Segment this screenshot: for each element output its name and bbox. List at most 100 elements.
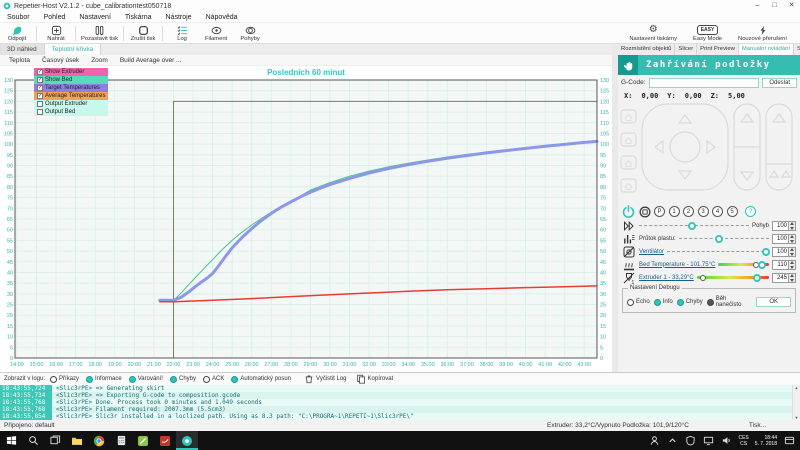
toggle-circle-icon[interactable] xyxy=(86,375,94,383)
spinner[interactable] xyxy=(788,234,795,243)
panel-splitter[interactable] xyxy=(612,44,618,372)
legend-checkbox[interactable]: ✓ xyxy=(37,93,43,99)
slider-knob[interactable] xyxy=(758,260,767,269)
toolbar-button-easy-mode[interactable]: EASY Easy Mode xyxy=(690,23,725,43)
toolbar-button-odpojit[interactable]: Odpojit xyxy=(0,23,34,43)
tray-notification-icon[interactable] xyxy=(783,435,795,447)
legend-checkbox[interactable]: ✓ xyxy=(37,85,43,91)
slider-label[interactable]: Extruder 1 - 33,29°C xyxy=(639,274,694,281)
toolbar-button-pohyby[interactable]: Pohyby xyxy=(233,23,267,43)
tab-3d-n-hled[interactable]: 3D náhled xyxy=(0,44,45,55)
maximize-button[interactable]: □ xyxy=(772,2,777,9)
debug-toggle-info[interactable]: Info xyxy=(653,298,673,306)
spinner[interactable] xyxy=(788,247,795,256)
preset-button-p[interactable]: P xyxy=(654,206,665,217)
toggle-circle-icon[interactable] xyxy=(203,375,210,383)
slider-label[interactable]: Bed Temperature - 101,75°C xyxy=(639,261,716,268)
legend-checkbox[interactable]: ✓ xyxy=(37,77,43,83)
legend-checkbox[interactable] xyxy=(37,101,43,107)
taskbar-notepad-icon[interactable] xyxy=(132,431,154,450)
spinner[interactable] xyxy=(788,260,795,269)
power-button[interactable] xyxy=(622,205,635,218)
taskbar-calculator-icon[interactable] xyxy=(110,431,132,450)
minimize-button[interactable]: – xyxy=(755,2,760,9)
preset-button-3[interactable]: 3 xyxy=(697,206,709,217)
spinner-up-icon[interactable] xyxy=(789,273,795,278)
tab-manu-ln-ovl-d-n[interactable]: Manuální ovládání xyxy=(738,44,794,55)
menu-n-stroje[interactable]: Nástroje xyxy=(165,13,192,21)
gcode-input[interactable] xyxy=(648,77,760,88)
slider-value-box[interactable]: 245 xyxy=(772,272,796,283)
log-scrollbar[interactable]: ▲ ▼ xyxy=(792,385,800,420)
chart-menu-teplota[interactable]: Teplota xyxy=(9,57,30,64)
toggle-circle-icon[interactable] xyxy=(128,375,136,383)
toggle-circle-icon[interactable] xyxy=(676,298,684,306)
menu-tisk-rna[interactable]: Tiskárna xyxy=(124,13,152,21)
toggle-circle-icon[interactable] xyxy=(706,298,714,306)
motors-off-button[interactable] xyxy=(639,206,651,218)
log-button-vy-istit-log[interactable]: Vyčistit Log xyxy=(304,374,347,384)
spinner-down-icon[interactable] xyxy=(789,238,795,243)
spinner-down-icon[interactable] xyxy=(789,277,795,282)
menu-pohled[interactable]: Pohled xyxy=(43,13,66,21)
toolbar-button-zru-it-tisk[interactable]: Zrušit tisk xyxy=(126,23,160,43)
tray-shield-icon[interactable] xyxy=(684,435,696,447)
taskbar-start-icon[interactable] xyxy=(0,431,22,450)
help-button[interactable]: ? xyxy=(745,206,756,217)
legend-output-bed[interactable]: Output Bed xyxy=(34,108,109,116)
close-button[interactable]: ✕ xyxy=(788,2,795,9)
tray-person-icon[interactable] xyxy=(648,435,660,447)
slider-track[interactable] xyxy=(667,248,770,256)
menu-soubor[interactable]: Soubor xyxy=(7,13,30,21)
taskbar-search-icon[interactable] xyxy=(22,431,44,450)
log-filter-p-kazy[interactable]: Příkazy xyxy=(50,375,79,383)
menu-nastaven[interactable]: Nastavení xyxy=(79,13,111,21)
debug-toggle-b-h-nane-isto[interactable]: Běh nanečisto xyxy=(706,296,753,308)
log-filter-automatick-posun[interactable]: Automatický posun xyxy=(231,375,291,383)
tray-caret-up-icon[interactable] xyxy=(666,435,678,447)
spinner-up-icon[interactable] xyxy=(789,221,795,226)
log-filter-informace[interactable]: Informace xyxy=(86,375,122,383)
tab-slicer[interactable]: Slicer xyxy=(675,44,698,55)
slider-value-box[interactable]: 100 xyxy=(772,233,796,244)
toolbar-button-nastaven-tisk-rny[interactable]: ⚙ Nastavení tiskárny xyxy=(626,23,680,43)
preset-button-5[interactable]: 5 xyxy=(726,206,738,217)
spinner-up-icon[interactable] xyxy=(789,234,795,239)
send-gcode-button[interactable]: Odeslat xyxy=(762,77,797,88)
slider-value-box[interactable]: 100 xyxy=(772,220,796,231)
slider-label[interactable]: Ventilátor xyxy=(639,248,665,255)
slider-value-box[interactable]: 100 xyxy=(772,246,796,257)
slider-knob[interactable] xyxy=(687,222,696,230)
toggle-circle-icon[interactable] xyxy=(627,298,634,306)
spinner[interactable] xyxy=(788,221,795,230)
taskbar-repetier-icon[interactable] xyxy=(176,431,198,450)
spinner-down-icon[interactable] xyxy=(789,225,795,230)
log-filter-chyby[interactable]: Chyby xyxy=(169,375,196,383)
spinner-up-icon[interactable] xyxy=(789,260,795,265)
log-filter-varov-n[interactable]: Varování! xyxy=(128,375,163,383)
preset-button-2[interactable]: 2 xyxy=(683,206,694,217)
legend-checkbox[interactable]: ✓ xyxy=(37,69,43,75)
slider-track[interactable] xyxy=(678,235,769,243)
tray-monitor-icon[interactable] xyxy=(702,435,714,447)
slider-knob[interactable] xyxy=(753,273,762,282)
tray-language-indicator[interactable]: CES CS xyxy=(738,435,748,447)
tray-clock[interactable]: 18:44 5. 7. 2018 xyxy=(755,435,777,447)
ok-button[interactable]: OK xyxy=(756,297,791,307)
slider-knob[interactable] xyxy=(715,235,724,243)
tab-sd-karta[interactable]: SD karta xyxy=(794,44,800,55)
slider-track[interactable] xyxy=(718,260,769,269)
chart-menu-build-average-over[interactable]: Build Average over ... xyxy=(119,57,182,64)
log-filter-ack[interactable]: ACK xyxy=(203,375,224,383)
toggle-circle-icon[interactable] xyxy=(169,375,177,383)
tab-teplotn-k-ivka[interactable]: Teplotní křivka xyxy=(44,44,102,55)
tab-print-preview[interactable]: Print Preview xyxy=(697,44,739,55)
slider-track[interactable] xyxy=(696,273,769,282)
debug-toggle-echo[interactable]: Echo xyxy=(627,298,650,306)
legend-output-extruder[interactable]: Output Extruder xyxy=(34,100,109,108)
toolbar-button-nouzov-p-eru-en[interactable]: Nouzové přerušení xyxy=(735,23,790,43)
taskbar-pdf-icon[interactable] xyxy=(154,431,176,450)
toggle-circle-icon[interactable] xyxy=(231,375,239,383)
chart-menu-zoom[interactable]: Zoom xyxy=(91,57,108,64)
toggle-circle-icon[interactable] xyxy=(653,298,661,306)
